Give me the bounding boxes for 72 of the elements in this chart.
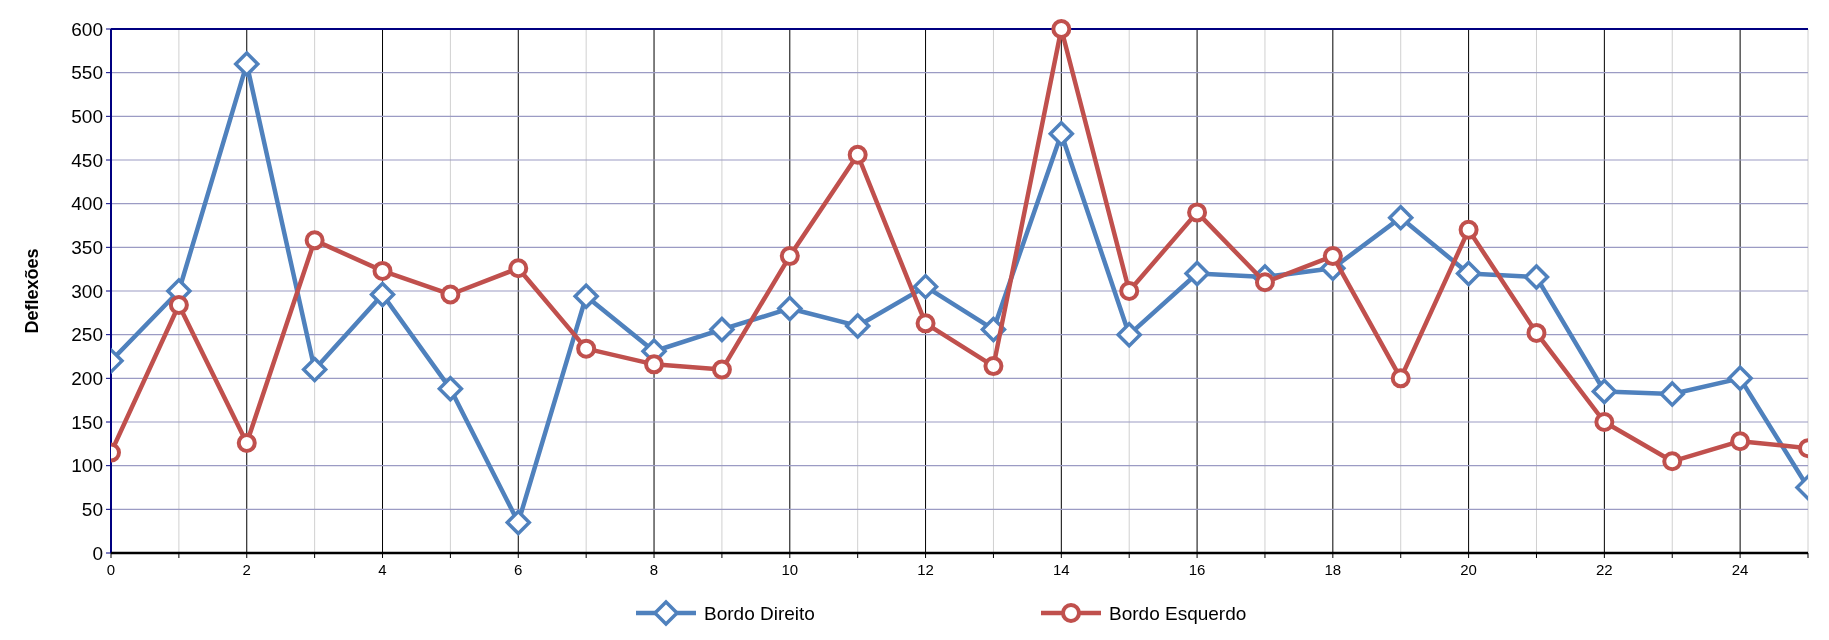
point (644, 354, 665, 375)
point (369, 281, 396, 308)
point (236, 432, 257, 453)
x-tick-label: 2 (242, 561, 251, 578)
point (1184, 260, 1210, 287)
point (304, 230, 325, 251)
point (372, 260, 393, 281)
y-tick-label: 550 (71, 62, 103, 84)
point (1051, 19, 1072, 39)
y-tick-label: 600 (71, 18, 103, 40)
point (1458, 219, 1479, 240)
point (1387, 204, 1414, 231)
point (508, 258, 529, 279)
point (1455, 260, 1482, 287)
point (912, 273, 939, 300)
x-tick-label: 16 (1188, 561, 1206, 578)
point (440, 284, 461, 305)
y-tick-label: 250 (71, 324, 103, 346)
point (234, 51, 260, 77)
point (1254, 272, 1275, 293)
point (779, 246, 800, 267)
point (1119, 281, 1140, 301)
x-tick-label: 0 (106, 561, 116, 578)
legend-label: Bordo Direito (704, 602, 815, 624)
point (709, 316, 735, 343)
y-tick-label: 500 (71, 105, 103, 127)
x-tick-label: 12 (917, 561, 934, 578)
point (1187, 202, 1208, 223)
point (915, 313, 936, 334)
y-tick-label: 300 (71, 280, 103, 302)
point (437, 376, 464, 402)
point (573, 283, 599, 309)
point (1523, 264, 1550, 290)
legend-label: Bordo Esquerdo (1109, 602, 1247, 624)
point (1048, 121, 1075, 147)
point (1591, 378, 1618, 405)
point (576, 338, 597, 359)
point (505, 509, 532, 536)
point (844, 313, 871, 339)
point (301, 356, 328, 383)
x-tick-label: 20 (1460, 561, 1477, 578)
x-tick-label: 6 (514, 561, 523, 578)
point (777, 295, 803, 322)
point (1730, 431, 1751, 452)
y-tick-label: 200 (71, 367, 103, 389)
x-tick-label: 18 (1324, 561, 1342, 578)
y-tick-label: 50 (81, 498, 103, 520)
point (847, 144, 868, 165)
x-tick-label: 22 (1596, 561, 1613, 578)
point (1390, 368, 1411, 389)
y-axis-title: Deflexões (22, 248, 42, 334)
y-tick-label: 350 (71, 236, 103, 258)
x-tick-label: 8 (649, 561, 659, 578)
y-tick-label: 400 (71, 193, 103, 215)
point (1662, 451, 1683, 472)
x-tick-label: 24 (1731, 561, 1749, 578)
point (1322, 246, 1343, 267)
x-tick-label: 4 (378, 561, 387, 578)
point (1727, 365, 1753, 392)
x-tick-label: 14 (1052, 561, 1070, 578)
point (1659, 381, 1685, 407)
y-tick-label: 100 (71, 455, 103, 477)
x-tick-label: 10 (781, 561, 799, 578)
point (983, 356, 1004, 377)
y-tick-label: 450 (71, 149, 103, 171)
point (711, 359, 732, 380)
y-tick-label: 0 (92, 542, 103, 564)
y-tick-label: 150 (71, 411, 103, 433)
point (1594, 412, 1615, 432)
point (168, 294, 189, 315)
point (1526, 322, 1547, 343)
point (1116, 321, 1142, 348)
